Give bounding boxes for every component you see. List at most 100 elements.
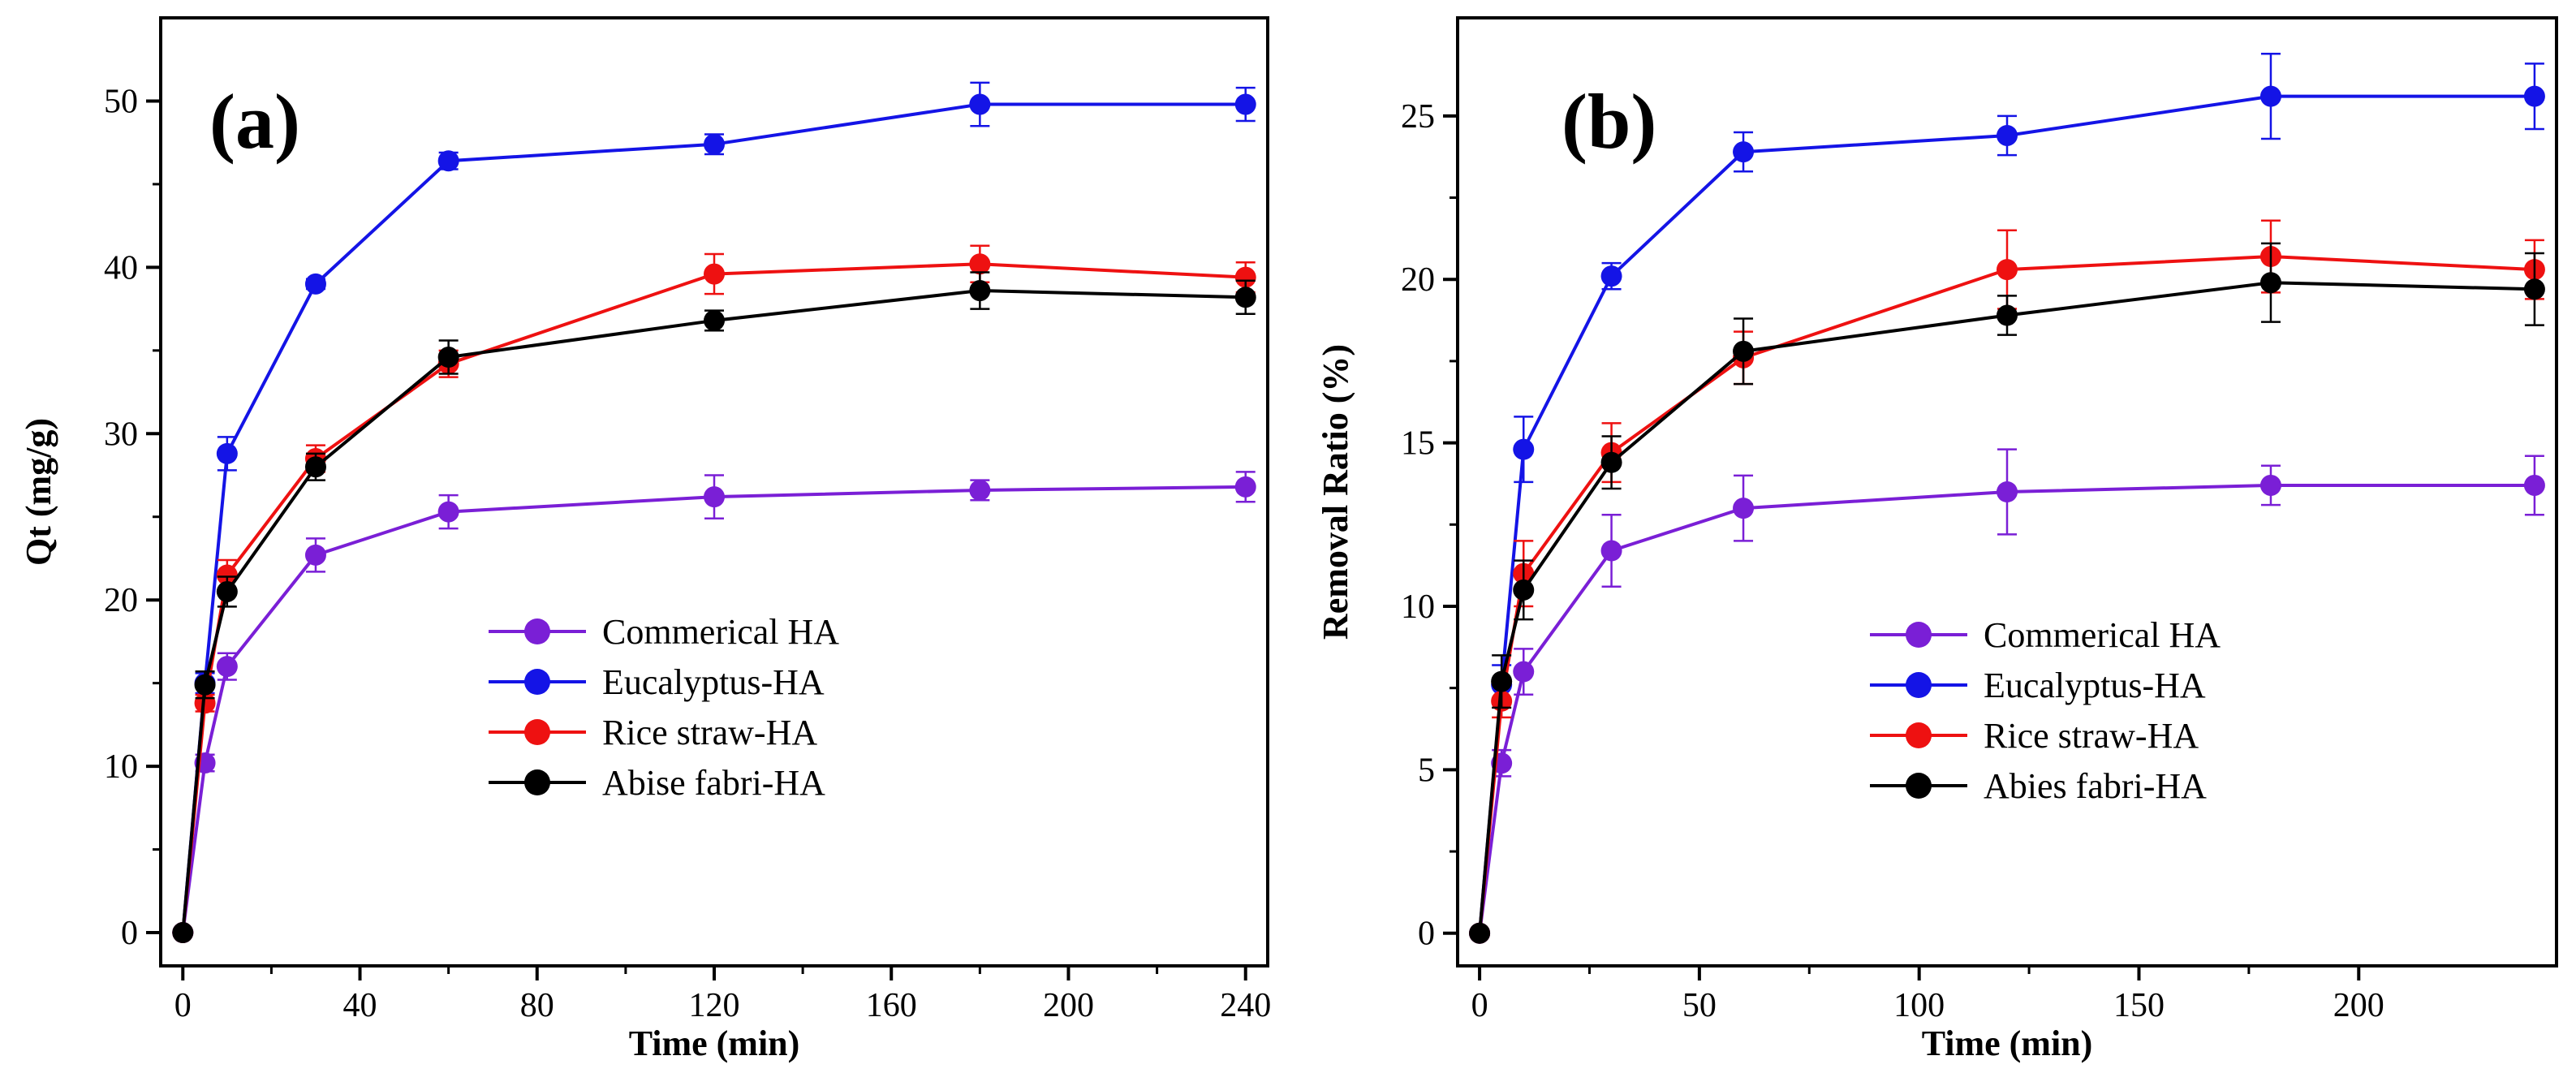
x-tick-label: 80 bbox=[520, 987, 554, 1024]
data-point bbox=[1234, 93, 1256, 115]
data-point bbox=[1234, 287, 1256, 308]
data-point bbox=[2259, 272, 2281, 294]
y-tick-label: 10 bbox=[1401, 588, 1435, 626]
data-point bbox=[194, 674, 216, 696]
series-line bbox=[181, 102, 1246, 933]
series-eucalyptus-ha bbox=[172, 81, 1256, 944]
series-line bbox=[1478, 281, 2535, 933]
data-point bbox=[969, 479, 991, 501]
data-point bbox=[1733, 141, 1755, 163]
data-point bbox=[2259, 474, 2281, 496]
x-tick-label: 150 bbox=[2113, 987, 2165, 1024]
y-tick-label: 25 bbox=[1401, 98, 1435, 136]
legend-label: Eucalyptus-HA bbox=[1984, 666, 2206, 705]
data-point bbox=[304, 273, 326, 295]
data-point bbox=[1997, 304, 2018, 326]
y-axis-title: Qt (mg/g) bbox=[19, 418, 58, 566]
legend-label: Eucalyptus-HA bbox=[602, 662, 825, 702]
x-tick-label: 50 bbox=[1682, 987, 1717, 1024]
data-point bbox=[1733, 498, 1755, 519]
x-tick-label: 160 bbox=[866, 987, 917, 1024]
data-point bbox=[216, 580, 238, 602]
data-point bbox=[1997, 124, 2018, 146]
y-tick-label: 30 bbox=[104, 416, 138, 453]
x-axis-title: Time (min) bbox=[629, 1024, 800, 1063]
data-point bbox=[969, 93, 991, 115]
data-point bbox=[1600, 265, 1622, 287]
legend: Commerical HA Eucalyptus-HA Rice straw-HA A… bbox=[1870, 615, 2221, 806]
legend-label: Commerical HA bbox=[602, 612, 839, 652]
y-tick-label: 15 bbox=[1401, 425, 1435, 463]
legend-marker bbox=[1906, 722, 1932, 748]
legend-marker bbox=[1906, 773, 1932, 799]
legend-label: Abise fabri-HA bbox=[602, 763, 825, 803]
data-point bbox=[704, 133, 725, 155]
y-tick-label: 5 bbox=[1418, 752, 1435, 789]
data-point bbox=[1600, 540, 1622, 562]
data-point bbox=[437, 347, 459, 368]
data-point bbox=[1234, 266, 1256, 288]
series-abies-fabri-ha bbox=[1469, 242, 2545, 944]
data-point bbox=[2259, 85, 2281, 107]
data-point bbox=[2523, 85, 2545, 107]
legend-marker bbox=[524, 769, 550, 795]
data-point bbox=[437, 501, 459, 523]
series-line bbox=[1478, 483, 2535, 933]
y-tick-label: 10 bbox=[104, 748, 138, 786]
legend-marker bbox=[524, 618, 550, 644]
y-axis-title: Removal Ratio (%) bbox=[1316, 344, 1355, 640]
data-point bbox=[1997, 259, 2018, 281]
data-point bbox=[1513, 661, 1535, 683]
legend-marker bbox=[1906, 672, 1932, 698]
plot-frame bbox=[1456, 16, 2558, 967]
data-point bbox=[704, 309, 725, 331]
y-tick-label: 20 bbox=[104, 582, 138, 619]
legend-marker bbox=[524, 669, 550, 695]
x-tick-label: 120 bbox=[689, 987, 740, 1024]
data-point bbox=[969, 253, 991, 275]
data-point bbox=[172, 922, 194, 944]
data-point bbox=[1513, 579, 1535, 601]
data-point bbox=[304, 456, 326, 478]
panel-label: (b) bbox=[1562, 78, 1656, 165]
x-tick-label: 100 bbox=[1893, 987, 1945, 1024]
data-point bbox=[216, 564, 238, 586]
data-point bbox=[437, 150, 459, 172]
data-point bbox=[704, 486, 725, 508]
x-axis-title: Time (min) bbox=[1922, 1024, 2093, 1063]
legend-label: Abies fabri-HA bbox=[1984, 766, 2207, 806]
x-tick-label: 0 bbox=[174, 987, 192, 1024]
data-point bbox=[1997, 481, 2018, 502]
x-tick-label: 0 bbox=[1471, 987, 1488, 1024]
panel-a: 0 40 80 120 160 200 240 0 10 20 30 40 50 Time (min) Qt… bbox=[19, 16, 1271, 1063]
y-tick-label: 0 bbox=[121, 915, 138, 952]
y-tick-label: 50 bbox=[104, 83, 138, 120]
series-abise-fabri-ha bbox=[172, 271, 1256, 944]
panel-label: (a) bbox=[209, 78, 300, 165]
y-tick-label: 40 bbox=[104, 249, 138, 287]
data-point bbox=[2523, 474, 2545, 496]
data-point bbox=[216, 442, 238, 464]
legend-marker bbox=[1906, 622, 1932, 648]
data-point bbox=[1733, 340, 1755, 362]
series-line bbox=[181, 289, 1246, 933]
x-tick-label: 40 bbox=[343, 987, 377, 1024]
data-point bbox=[704, 263, 725, 285]
legend-label: Rice straw-HA bbox=[1984, 716, 2199, 756]
series-line bbox=[1478, 94, 2535, 933]
y-tick-label: 20 bbox=[1401, 261, 1435, 299]
x-tick-label: 200 bbox=[2333, 987, 2384, 1024]
data-point bbox=[2523, 278, 2545, 300]
legend-label: Rice straw-HA bbox=[602, 713, 817, 752]
data-point bbox=[216, 656, 238, 678]
y-tick-label: 0 bbox=[1418, 916, 1435, 953]
data-point bbox=[969, 280, 991, 302]
data-point bbox=[304, 544, 326, 566]
data-point bbox=[1234, 476, 1256, 498]
panel-b: 0 50 100 150 200 0 5 10 15 20 25 Time (min) Removal … bbox=[1316, 16, 2558, 1063]
legend: Commerical HA Eucalyptus-HA Rice straw-HA A… bbox=[489, 612, 839, 803]
data-point bbox=[1600, 451, 1622, 473]
